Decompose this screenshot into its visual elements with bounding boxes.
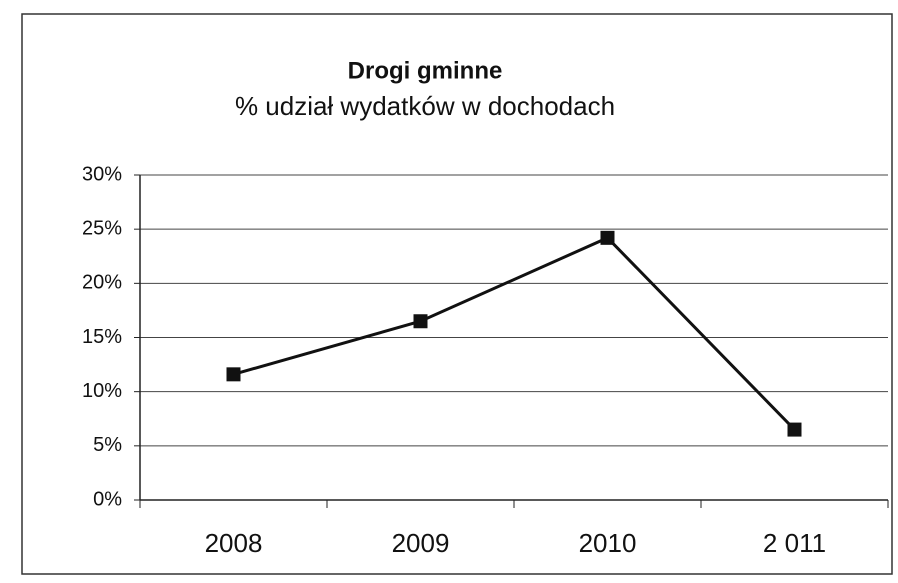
line [233,236,796,431]
y-tick-label: 20% [82,272,122,294]
y-tick-label: 10% [82,380,122,402]
y-tick-label: 0% [93,488,122,510]
marker [413,314,428,329]
chart-border [21,13,893,575]
x-tick-label: 2 011 [763,528,826,558]
chart-title: Drogi gminne [348,57,503,84]
marker [787,422,802,437]
marker [226,367,241,382]
y-tick-label: 30% [82,163,122,185]
chart-subtitle: % udział wydatków w dochodach [235,91,615,121]
y-tick-label: 15% [82,326,122,348]
y-tick-label: 5% [93,434,122,456]
y-tick-label: 25% [82,217,122,239]
x-tick-label: 2010 [579,528,637,558]
x-tick-label: 2009 [392,528,450,558]
marker [600,230,615,245]
x-tick-label: 2008 [205,528,263,558]
